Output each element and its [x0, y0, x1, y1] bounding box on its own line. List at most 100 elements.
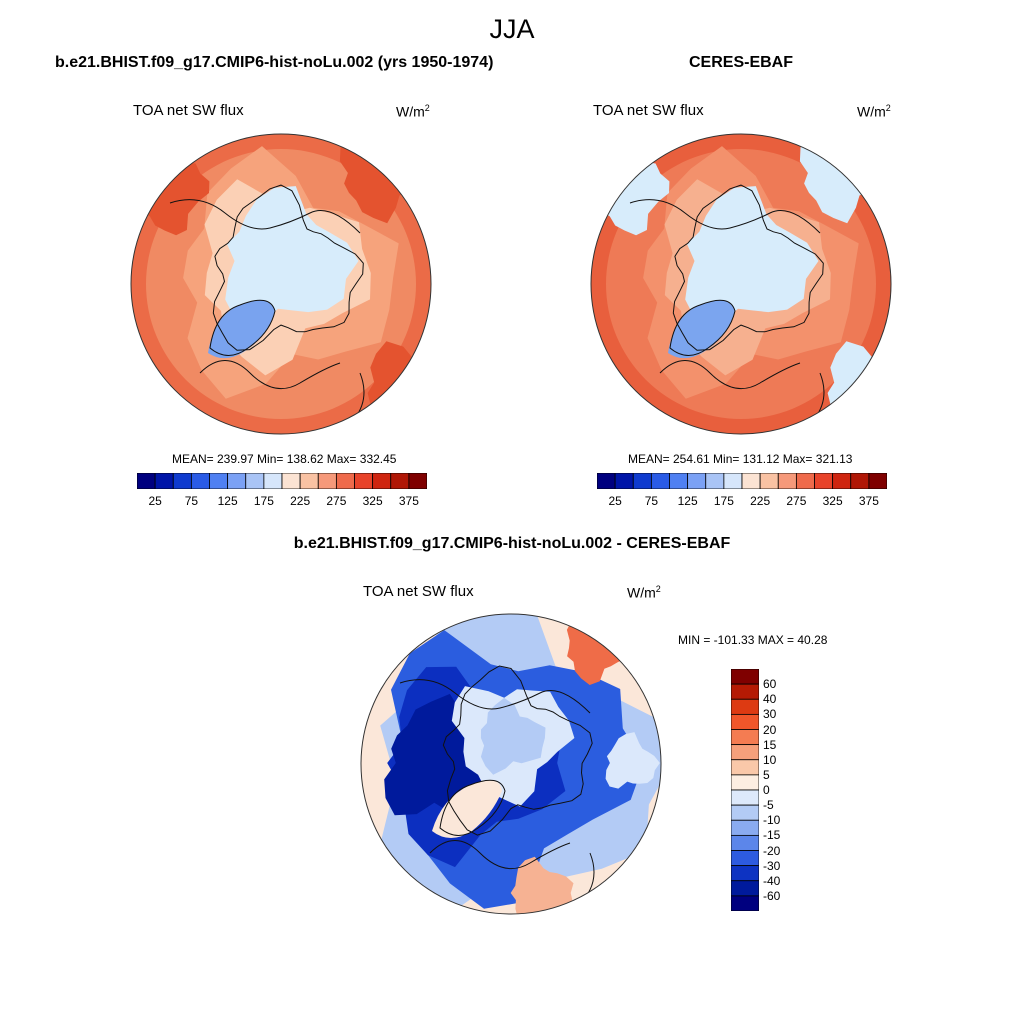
panel-diff-units: W/m2: [627, 584, 661, 601]
right-colorbar-swatch: [597, 473, 616, 489]
left-colorbar-tick-label: 25: [148, 494, 162, 508]
right-colorbar-tick-label: 375: [858, 494, 879, 508]
greenland-outline: [209, 299, 276, 356]
left-colorbar-tick-label: 75: [184, 494, 199, 508]
coastline: [659, 360, 801, 390]
panel-diff-stats: MIN = -101.33 MAX = 40.28: [678, 633, 828, 647]
right-colorbar-swatch: [723, 473, 743, 489]
diff-colorbar-tick-label: -15: [763, 828, 781, 843]
coastline: [199, 360, 341, 390]
right-colorbar-tick-label: 75: [644, 494, 659, 508]
greenland-outline: [669, 299, 736, 356]
left-colorbar-swatch: [263, 473, 283, 489]
panel-right-stats: MEAN= 254.61 Min= 131.12 Max= 321.13: [628, 452, 853, 466]
diff-colorbar-tick-label: 0: [763, 783, 770, 797]
right-colorbar-tick-label: 25: [608, 494, 622, 508]
map-field: [131, 134, 431, 434]
map-boundary: [590, 133, 892, 435]
left-colorbar-tick-label: 125: [217, 494, 238, 508]
field-greenland: [668, 300, 735, 359]
field-center: [480, 697, 546, 775]
field-band: [827, 341, 891, 434]
panel-diff-polar-map: [360, 613, 662, 915]
panel-left-colorbar: [137, 473, 427, 489]
coastline: [169, 199, 361, 234]
diff-colorbar-tick-label: 15: [763, 737, 777, 752]
diff-colorbar-tick-label: -60: [763, 888, 781, 903]
diff-colorbar-swatch: [731, 698, 759, 715]
diff-colorbar-tick-label: -5: [763, 798, 774, 813]
diff-colorbar-swatch: [731, 819, 759, 836]
field-greenland: [208, 300, 275, 359]
panel-left-stats: MEAN= 239.97 Min= 138.62 Max= 332.45: [172, 452, 397, 466]
diff-colorbar-tick-label: -30: [763, 858, 781, 873]
diff-colorbar-tick-label: -10: [763, 813, 781, 828]
panel-left-variable-label: TOA net SW flux: [133, 102, 244, 119]
diff-colorbar-tick-label: 30: [763, 707, 777, 722]
left-colorbar-swatch: [354, 473, 374, 489]
left-colorbar-tick-label: 325: [362, 494, 383, 508]
left-colorbar-swatch: [245, 473, 265, 489]
panel-left-title: b.e21.BHIST.f09_g17.CMIP6-hist-noLu.002 …: [55, 54, 494, 71]
coastline: [399, 679, 591, 714]
panel-left-colorbar-labels: 25 75 125 175 225 275 325 375: [137, 494, 427, 508]
panel-diff-colorbar: [731, 669, 759, 911]
right-colorbar-swatch: [741, 473, 761, 489]
panel-left-polar-map: [130, 133, 432, 435]
right-colorbar-swatch: [795, 473, 815, 489]
panel-diff-title: b.e21.BHIST.f09_g17.CMIP6-hist-noLu.002 …: [293, 535, 731, 552]
panel-right-units: W/m2: [857, 103, 891, 120]
diff-colorbar-swatch: [731, 834, 759, 851]
coastline: [429, 840, 571, 870]
diff-colorbar-tick-label: -40: [763, 873, 781, 888]
map-field: [361, 614, 661, 914]
right-colorbar-swatch: [759, 473, 779, 489]
field-band: [367, 341, 431, 434]
panel-right-polar-map: [590, 133, 892, 435]
right-colorbar-swatch: [614, 473, 634, 489]
right-colorbar-swatch: [632, 473, 652, 489]
right-colorbar-tick-label: 175: [713, 494, 734, 508]
left-colorbar-swatch: [390, 473, 410, 489]
diff-colorbar-tick-label: 5: [763, 767, 770, 782]
right-colorbar-swatch: [814, 473, 834, 489]
diff-colorbar-tick-label: 10: [763, 752, 777, 767]
diff-colorbar-swatch: [731, 850, 759, 867]
diff-colorbar-swatch: [731, 669, 759, 685]
diff-colorbar-swatch: [731, 804, 759, 821]
field-band: [605, 732, 660, 789]
left-colorbar-swatch: [154, 473, 174, 489]
panel-right-title: CERES-EBAF: [689, 54, 794, 71]
right-colorbar-swatch: [687, 473, 707, 489]
right-colorbar-swatch: [832, 473, 852, 489]
field-ice-region: [685, 186, 819, 327]
right-colorbar-tick-label: 275: [786, 494, 807, 508]
coastline: [442, 665, 593, 836]
field-ice-region: [225, 186, 359, 327]
right-colorbar-swatch: [850, 473, 870, 489]
left-colorbar-swatch: [335, 473, 355, 489]
left-colorbar-tick-label: 225: [290, 494, 311, 508]
coastline: [672, 184, 824, 351]
left-colorbar-swatch: [190, 473, 210, 489]
right-colorbar-swatch: [777, 473, 797, 489]
diff-colorbar-tick-label: 20: [763, 722, 777, 737]
diff-colorbar-swatch: [731, 744, 759, 761]
field-greenland: [432, 780, 502, 838]
left-colorbar-tick-label: 375: [398, 494, 419, 508]
left-colorbar-swatch: [209, 473, 229, 489]
left-colorbar-swatch: [299, 473, 319, 489]
panel-right-colorbar-labels: 25 75 125 175 225 275 325 375: [597, 494, 887, 508]
right-colorbar-swatch: [650, 473, 670, 489]
diff-colorbar-swatch: [731, 895, 759, 911]
diff-colorbar-swatch: [731, 759, 759, 776]
right-colorbar-tick-label: 225: [750, 494, 771, 508]
right-colorbar-swatch: [868, 473, 887, 489]
diff-colorbar-swatch: [731, 729, 759, 746]
left-colorbar-swatch: [372, 473, 392, 489]
panel-left-units: W/m2: [396, 103, 430, 120]
map-boundary: [130, 133, 432, 435]
greenland-outline: [439, 779, 506, 836]
diff-colorbar-swatch: [731, 880, 759, 897]
diff-colorbar-tick-label: -20: [763, 843, 781, 858]
